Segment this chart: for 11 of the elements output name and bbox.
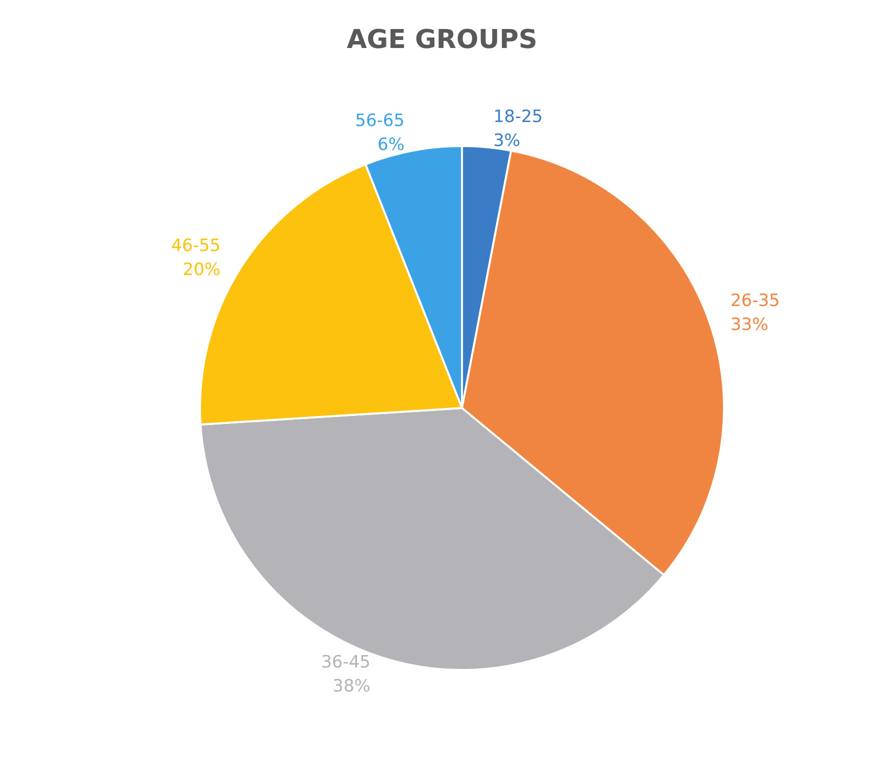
data-label: 38%: [332, 676, 370, 696]
data-label: 20%: [182, 260, 221, 280]
data-label: 33%: [730, 315, 768, 336]
chart-title: AGE GROUPS: [346, 25, 538, 55]
slice-label: 26-35: [730, 291, 780, 312]
slice-label: 56-65: [355, 110, 405, 131]
slice-label: 36-45: [321, 652, 370, 672]
data-label: 6%: [378, 134, 405, 155]
slice-label: 18-25: [493, 107, 543, 128]
slice-label: 46-55: [171, 236, 221, 256]
data-label: 3%: [493, 131, 520, 152]
